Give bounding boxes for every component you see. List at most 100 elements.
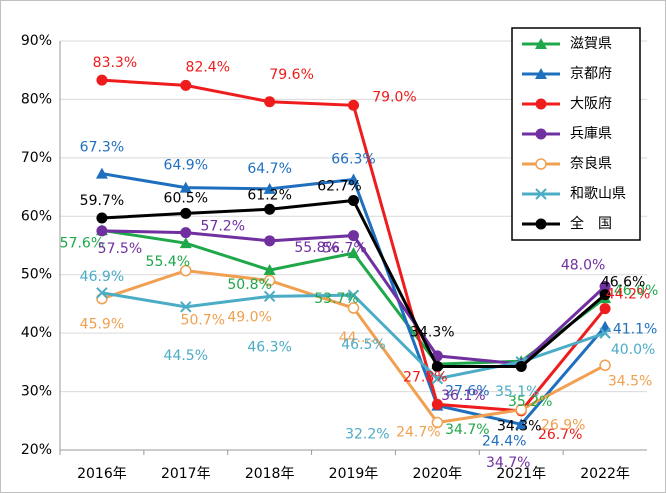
data-label: 57.6%	[60, 235, 104, 251]
marker	[515, 403, 527, 416]
legend-label: 京都府	[570, 66, 612, 82]
marker	[347, 173, 360, 185]
data-label: 44.2%	[606, 287, 650, 303]
data-label: 79.0%	[372, 89, 416, 105]
legend-item: 和歌山県	[522, 186, 626, 202]
data-label: 40.0%	[611, 342, 655, 358]
legend-item: 奈良県	[522, 156, 612, 172]
data-label: 46.5%	[341, 337, 385, 353]
marker	[179, 237, 192, 249]
x-tick-label: 2022年	[580, 466, 630, 482]
data-label: 35.2%	[508, 394, 552, 410]
marker	[348, 230, 359, 242]
legend-label: 大阪府	[570, 96, 612, 112]
marker	[348, 99, 359, 111]
series	[96, 264, 611, 429]
legend-label: 兵庫県	[570, 125, 612, 142]
legend-item: 大阪府	[522, 96, 612, 112]
legend-item: 滋賀県	[522, 36, 612, 52]
marker	[95, 167, 108, 179]
data-label: 67.3%	[80, 140, 124, 156]
data-label: 34.3%	[410, 324, 454, 340]
y-tick-label: 70%	[21, 150, 52, 166]
data-label: 50.7%	[181, 313, 225, 329]
data-label: 55.8%	[294, 240, 338, 256]
marker	[431, 360, 443, 372]
marker	[180, 227, 192, 239]
marker	[179, 181, 192, 193]
legend-item: 全 国	[522, 215, 612, 232]
data-label: 32.2%	[345, 427, 389, 443]
legend-label: 全 国	[570, 215, 612, 232]
data-label: 64.7%	[247, 161, 291, 177]
marker	[180, 207, 192, 219]
x-tick-label: 2019年	[329, 466, 379, 482]
data-label: 41.1%	[613, 322, 657, 338]
data-label: 45.9%	[80, 317, 124, 333]
marker	[347, 302, 360, 314]
marker	[431, 398, 443, 410]
marker	[535, 128, 547, 140]
marker	[535, 98, 547, 110]
data-label: 27.6%	[445, 384, 489, 400]
x-tick-label: 2016年	[77, 466, 127, 482]
marker	[263, 264, 276, 276]
data-label: 83.3%	[93, 55, 137, 71]
data-label: 27.8%	[403, 369, 447, 385]
y-tick-label: 60%	[21, 208, 52, 224]
data-label: 34.3%	[497, 418, 541, 434]
data-label: 36.1%	[441, 388, 485, 404]
marker	[264, 96, 276, 108]
marker	[515, 418, 528, 430]
legend-label: 和歌山県	[570, 186, 626, 202]
data-label: 59.7%	[80, 193, 124, 209]
marker	[263, 290, 276, 303]
data-label: 55.4%	[146, 254, 190, 270]
marker	[180, 264, 192, 277]
legend-label: 奈良県	[570, 156, 612, 172]
marker	[431, 416, 444, 429]
data-label: 57.5%	[98, 241, 142, 257]
data-label: 49.0%	[227, 310, 271, 326]
marker	[599, 289, 611, 301]
data-label: 46.6%	[601, 275, 645, 291]
y-tick-label: 90%	[21, 33, 52, 49]
data-label: 56.7%	[322, 241, 366, 257]
data-label: 46.0%	[614, 283, 658, 299]
marker	[180, 301, 192, 313]
data-label: 61.2%	[247, 187, 291, 203]
marker	[599, 303, 611, 315]
legend-item: 京都府	[522, 66, 612, 82]
marker	[264, 203, 276, 215]
series	[96, 195, 611, 372]
marker	[599, 327, 611, 339]
data-label: 34.5%	[608, 373, 652, 389]
marker	[96, 212, 108, 224]
marker	[599, 359, 611, 372]
y-tick-label: 30%	[21, 384, 52, 400]
marker	[535, 218, 547, 230]
marker	[348, 195, 359, 207]
marker	[96, 74, 108, 86]
marker	[599, 280, 611, 292]
data-label: 34.7%	[486, 455, 530, 471]
data-label: 50.8%	[227, 277, 271, 293]
data-label: 24.7%	[396, 425, 440, 441]
marker	[515, 360, 527, 372]
x-tick-label: 2017年	[161, 466, 211, 482]
marker	[96, 225, 108, 237]
data-label: 66.3%	[331, 151, 375, 167]
y-tick-label: 40%	[21, 325, 52, 341]
data-label: 44.5%	[164, 348, 208, 364]
marker	[535, 158, 547, 170]
data-label: 53.7%	[314, 291, 358, 307]
data-label: 35.1%	[495, 384, 539, 400]
marker	[96, 287, 108, 299]
data-label: 26.9%	[541, 418, 585, 434]
marker	[535, 188, 547, 200]
legend-label: 滋賀県	[570, 36, 612, 52]
marker	[535, 68, 547, 79]
y-tick-label: 20%	[21, 442, 52, 458]
data-label: 60.5%	[164, 190, 208, 206]
